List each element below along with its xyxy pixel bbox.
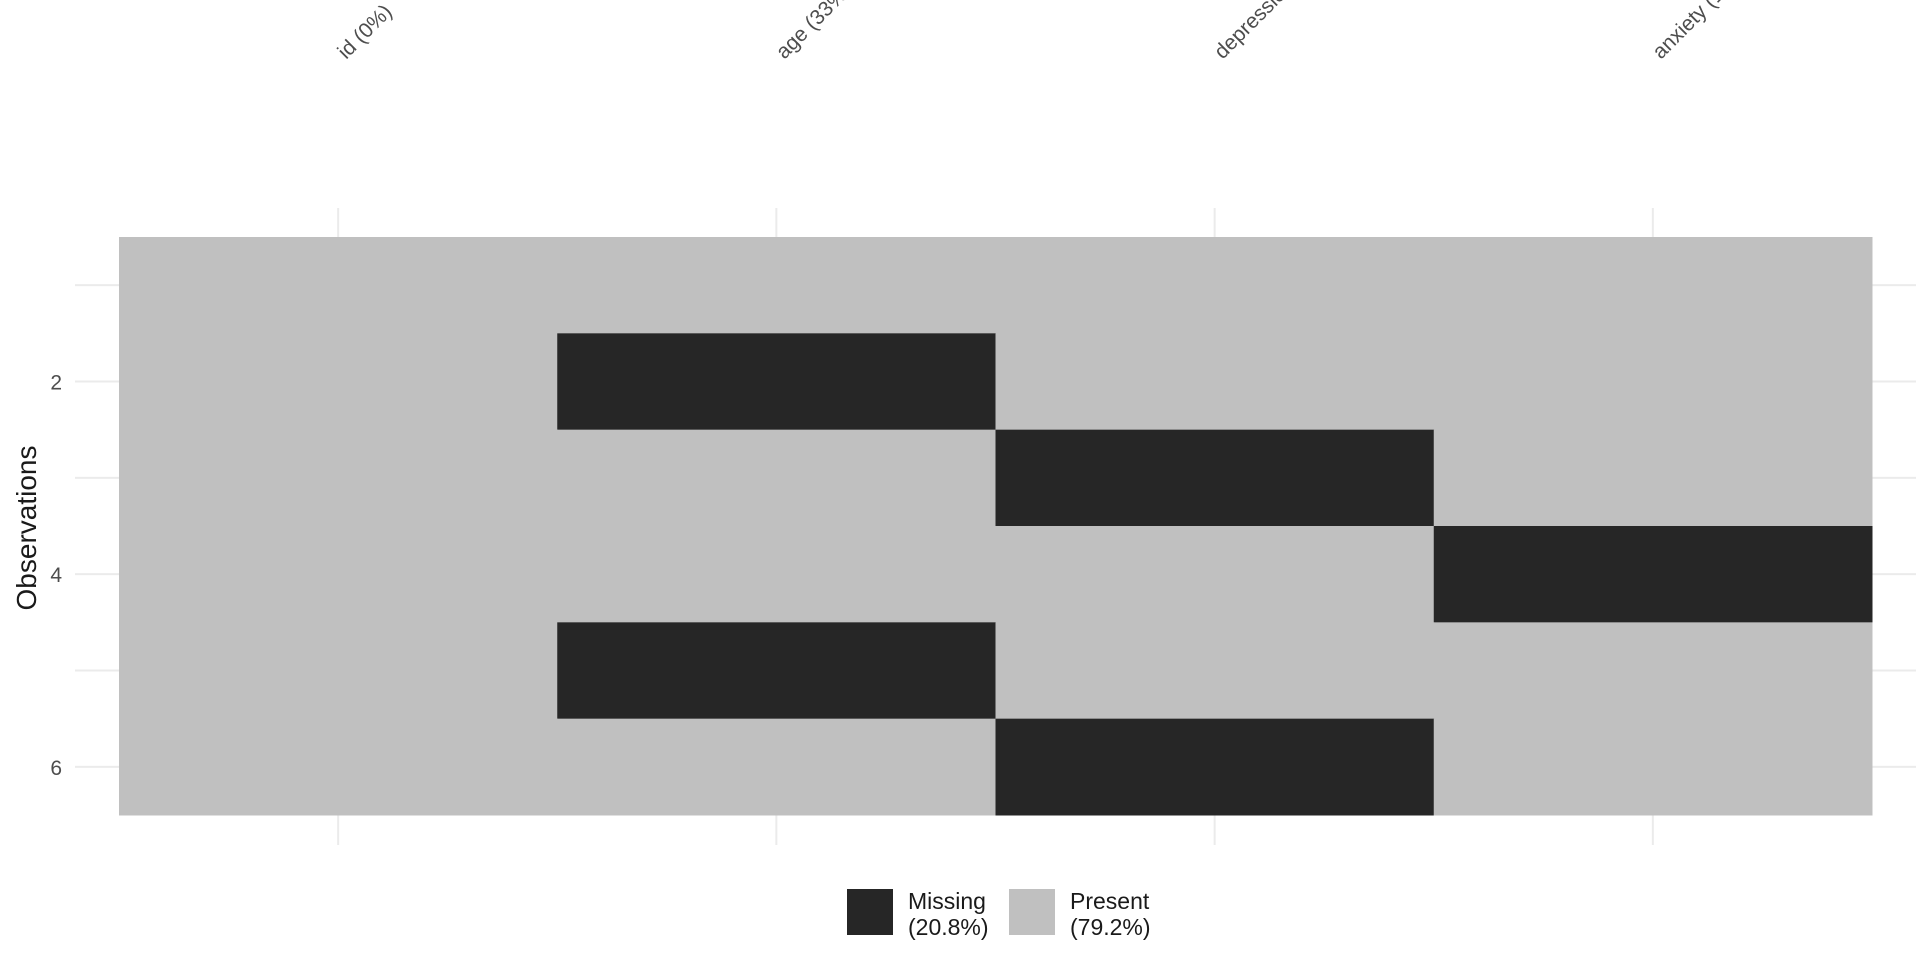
cell-present <box>557 237 996 334</box>
x-tick-label: id (0%) <box>333 0 396 63</box>
y-tick-label: 2 <box>50 372 62 395</box>
cell-missing <box>557 622 996 720</box>
cell-present <box>557 429 996 527</box>
legend-label-missing: Missing <box>908 888 986 914</box>
y-axis-tick-labels: 2 4 6 <box>50 372 62 780</box>
x-axis-tick-labels: id (0%) age (33%) depression (33%) anxiety … <box>333 0 1755 64</box>
cell-present <box>119 718 558 816</box>
cell-missing <box>995 718 1435 816</box>
legend: Missing(20.8%) Present(79.2%) <box>847 888 1151 940</box>
cell-present <box>557 526 996 623</box>
cell-present <box>1433 718 1873 816</box>
cell-present <box>119 237 558 334</box>
x-tick-label: depression (33%) <box>1210 0 1343 64</box>
x-tick-label: age (33%) <box>772 0 857 64</box>
cell-present <box>995 622 1435 720</box>
legend-percent-missing: (20.8%) <box>908 914 989 940</box>
cell-present <box>1433 622 1873 720</box>
cell-missing <box>995 429 1435 527</box>
legend-key-missing <box>847 889 893 935</box>
cell-present <box>1433 237 1873 334</box>
cell-present <box>1433 429 1873 527</box>
legend-percent-present: (79.2%) <box>1070 914 1151 940</box>
y-tick-label: 6 <box>50 757 62 780</box>
cell-present <box>119 333 558 431</box>
cell-present <box>557 718 996 816</box>
x-tick-label: anxiety (17%) <box>1648 0 1755 64</box>
y-axis-title: Observations <box>11 446 42 611</box>
cell-present <box>119 526 558 623</box>
cell-missing <box>557 333 996 431</box>
heatmap-cells <box>119 237 1873 816</box>
cell-present <box>995 333 1435 431</box>
legend-key-present <box>1009 889 1055 935</box>
legend-label-present: Present <box>1070 888 1150 914</box>
cell-present <box>995 237 1435 334</box>
y-tick-label: 4 <box>50 564 62 587</box>
cell-missing <box>1433 526 1873 623</box>
cell-present <box>1433 333 1873 431</box>
cell-present <box>119 622 558 720</box>
cell-present <box>119 429 558 527</box>
cell-present <box>995 526 1435 623</box>
